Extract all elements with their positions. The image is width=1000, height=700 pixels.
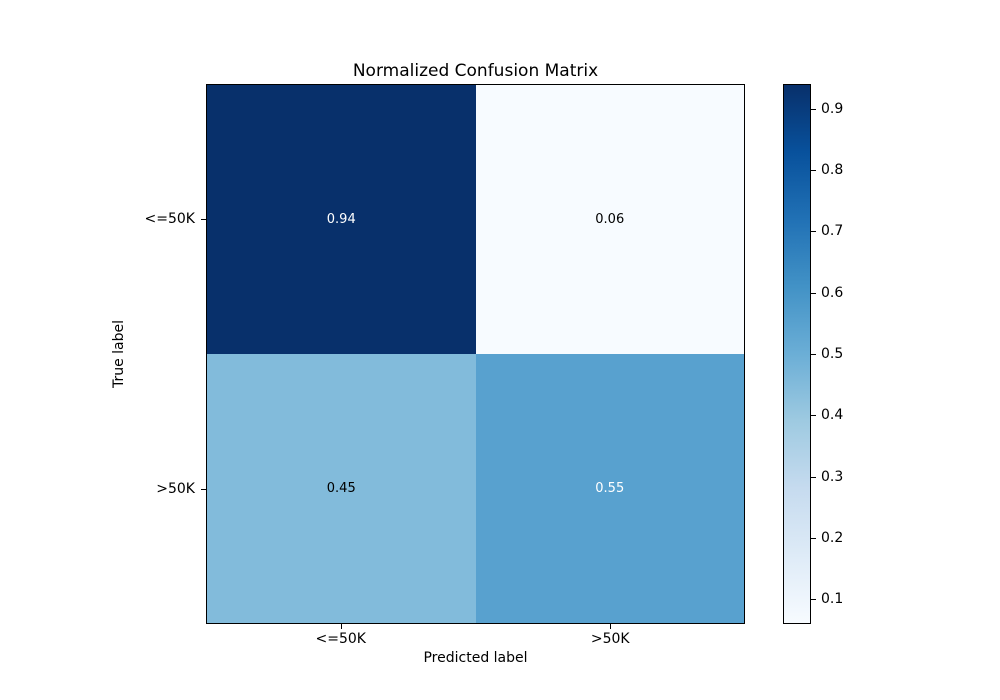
cell-value-label: 0.55 [595, 481, 625, 496]
colorbar-tick-label: 0.1 [821, 591, 844, 608]
colorbar-tick-label: 0.3 [821, 468, 844, 485]
heatmap-cell-r1c0: 0.45 [207, 354, 476, 623]
colorbar-tick-mark [811, 354, 816, 355]
heatmap-cells: 0.94 0.06 0.45 0.55 [207, 85, 744, 623]
heatmap-cell-r0c0: 0.94 [207, 85, 476, 354]
heatmap-cell-r1c1: 0.55 [475, 354, 744, 623]
cell-value-label: 0.45 [326, 481, 356, 496]
heatmap-cell-r0c1: 0.06 [475, 85, 744, 354]
y-tick-label: <=50K [144, 211, 195, 227]
colorbar-tick-label: 0.5 [821, 346, 844, 362]
colorbar-tick-mark [811, 599, 816, 601]
colorbar-tick-mark [811, 476, 816, 478]
colorbar-tick-label: 0.7 [821, 223, 844, 240]
colorbar-tick-mark [811, 231, 816, 233]
x-axis-title: Predicted label [423, 650, 528, 666]
colorbar-tick-label: 0.8 [821, 161, 844, 178]
cell-value-label: 0.06 [595, 212, 625, 227]
x-tick-label: <=50K [315, 631, 366, 647]
y-tick-label: >50K [156, 481, 195, 497]
colorbar-tick-mark [811, 538, 816, 540]
x-tick-label: >50K [590, 631, 630, 647]
colorbar-tick-mark [811, 292, 816, 294]
colorbar-tick-mark [811, 169, 816, 171]
y-tick-mark [201, 219, 206, 220]
heatmap-axes: 0.94 0.06 0.45 0.55 [206, 84, 745, 624]
colorbar-tick-mark [811, 415, 816, 417]
x-tick-mark [340, 624, 342, 629]
colorbar-tick-label: 0.2 [821, 530, 844, 547]
y-tick-mark [201, 489, 206, 490]
colorbar [783, 84, 811, 624]
colorbar-tick-label: 0.6 [821, 284, 844, 301]
x-tick-mark [610, 624, 612, 629]
colorbar-tick-label: 0.9 [821, 100, 844, 117]
chart-title: Normalized Confusion Matrix [352, 61, 599, 81]
cell-value-label: 0.94 [326, 212, 356, 227]
colorbar-tick-mark [811, 108, 816, 110]
colorbar-tick-label: 0.4 [821, 407, 844, 424]
y-axis-title-text: True label [111, 319, 127, 389]
